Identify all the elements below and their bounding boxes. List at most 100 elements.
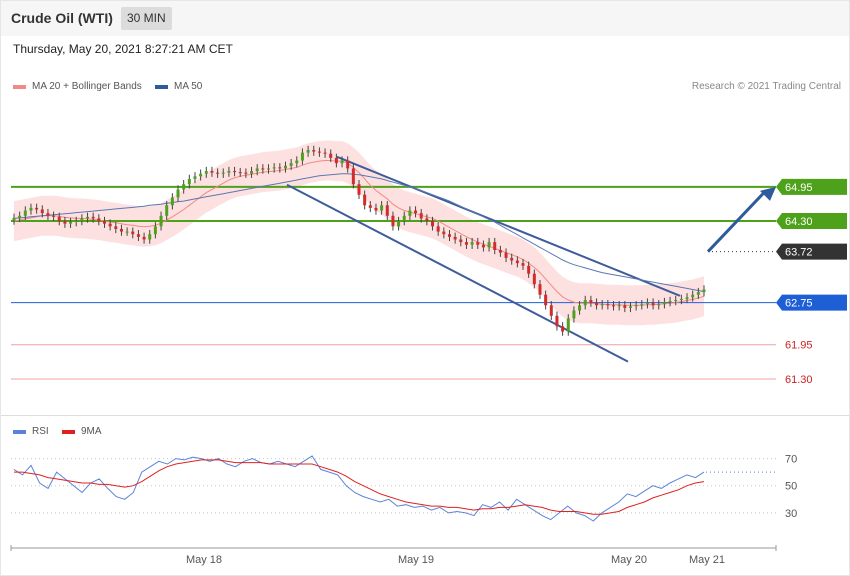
level-label-63.72: 63.72 — [785, 247, 813, 259]
candle-body — [600, 304, 604, 306]
candle-body — [340, 160, 344, 164]
legend-swatch — [62, 429, 75, 434]
candle-body — [414, 210, 418, 214]
candle-body — [267, 168, 271, 170]
candle-body — [351, 168, 355, 185]
rsi-9ma-line — [14, 459, 705, 515]
candle-body — [696, 292, 700, 295]
candle-body — [549, 305, 553, 316]
x-tick-label: May 21 — [689, 554, 725, 566]
candle-body — [272, 167, 276, 169]
candle-body — [595, 302, 599, 306]
candle-body — [606, 304, 610, 306]
candle-body — [306, 150, 310, 153]
candle-body — [40, 209, 44, 214]
candle-body — [555, 315, 559, 327]
candle-body — [504, 252, 508, 258]
candle-body — [80, 218, 84, 222]
channel-lower-line — [286, 183, 629, 363]
candle-body — [436, 226, 440, 232]
candle-body — [12, 217, 16, 221]
candle-body — [538, 284, 542, 295]
candle-body — [312, 150, 316, 152]
candle-body — [97, 218, 101, 222]
candle-body — [702, 289, 706, 293]
candle-body — [233, 171, 237, 173]
candle-body — [612, 305, 616, 307]
candle-body — [374, 207, 378, 211]
candle-body — [408, 210, 412, 216]
candle-body — [114, 226, 118, 229]
level-label-61.30: 61.30 — [785, 374, 813, 386]
legend-ma20: MA 20 + Bollinger Bands — [13, 81, 142, 92]
candle-body — [487, 242, 491, 248]
candle-body — [645, 302, 649, 305]
candle-body — [142, 236, 146, 240]
projection-arrowhead — [760, 186, 776, 201]
candle-body — [668, 301, 672, 303]
candle-body — [165, 205, 169, 216]
candle-body — [657, 304, 661, 306]
legend-swatch — [13, 429, 26, 434]
instrument-title: Crude Oil (WTI) — [11, 10, 113, 26]
legend-label: RSI — [32, 426, 49, 437]
candle-body — [346, 160, 350, 169]
level-label-64.30: 64.30 — [785, 216, 813, 228]
candle-body — [46, 213, 50, 216]
candle-body — [317, 151, 321, 153]
x-tick-label: May 19 — [398, 554, 434, 566]
candle-body — [544, 294, 548, 306]
candle-body — [210, 171, 214, 173]
candle-body — [662, 302, 666, 305]
candle-body — [108, 223, 112, 227]
candle-body — [323, 152, 327, 154]
candle-body — [148, 234, 152, 240]
projection-arrow — [706, 189, 768, 253]
candle-body — [685, 297, 689, 299]
timeframe-badge[interactable]: 30 MIN — [121, 7, 172, 30]
candle-body — [91, 216, 95, 219]
candle-body — [329, 153, 333, 158]
channel-upper-line — [336, 155, 681, 297]
candle-body — [493, 242, 497, 250]
candle-body — [447, 234, 451, 237]
candle-body — [391, 215, 395, 227]
candle-body — [476, 242, 480, 245]
candle-body — [481, 244, 485, 248]
candle-body — [510, 257, 514, 261]
candle-body — [674, 300, 678, 302]
legend-swatch — [13, 84, 26, 89]
candle-body — [572, 310, 576, 319]
candle-body — [425, 218, 429, 222]
candle-body — [640, 304, 644, 306]
candle-body — [199, 173, 203, 177]
level-tag-63.72 — [776, 243, 847, 260]
candle-body — [442, 231, 446, 235]
rsi-line — [13, 455, 705, 522]
x-tick-label: May 20 — [611, 554, 647, 566]
candle-body — [334, 157, 338, 164]
candle-body — [69, 222, 73, 224]
candle-body — [470, 242, 474, 245]
candle-body — [244, 172, 248, 174]
candle-body — [464, 242, 468, 245]
candle-body — [187, 178, 191, 185]
x-tick-label: May 18 — [186, 554, 222, 566]
candle-body — [498, 250, 502, 253]
candle-body — [385, 205, 389, 216]
candle-body — [589, 300, 593, 303]
candle-body — [289, 163, 293, 166]
candle-body — [182, 184, 186, 190]
candle-body — [18, 215, 22, 218]
candle-body — [131, 231, 135, 235]
ma20-line — [13, 160, 705, 306]
candle-body — [125, 231, 129, 233]
candle-body — [583, 300, 587, 306]
legend-label: 9MA — [81, 426, 102, 437]
candle-body — [368, 205, 372, 208]
candle-body — [238, 172, 242, 174]
candle-body — [221, 172, 225, 174]
candle-body — [380, 205, 384, 211]
candle-body — [255, 168, 259, 172]
